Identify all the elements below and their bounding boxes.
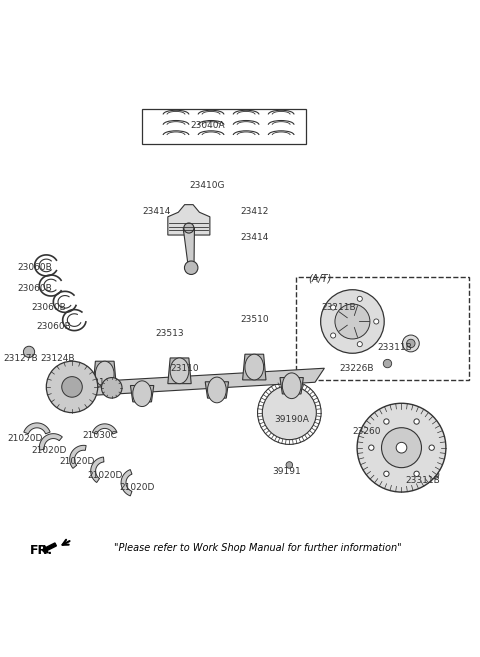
Text: 21020D: 21020D [87,471,122,480]
Polygon shape [280,378,303,394]
Ellipse shape [245,354,264,380]
Text: 21020D: 21020D [31,445,66,455]
Circle shape [429,445,434,450]
Circle shape [369,445,374,450]
Circle shape [101,378,122,398]
Text: 23124B: 23124B [41,354,75,363]
Circle shape [374,319,379,324]
Text: 23414: 23414 [240,233,268,242]
Circle shape [431,470,439,478]
Ellipse shape [183,229,194,234]
FancyArrow shape [43,543,56,553]
Polygon shape [205,382,228,398]
Circle shape [335,304,370,339]
Text: 21020D: 21020D [59,457,95,466]
Circle shape [402,335,419,352]
Polygon shape [93,424,117,434]
Ellipse shape [133,381,152,407]
Circle shape [414,471,419,476]
Polygon shape [24,423,50,434]
Polygon shape [93,361,117,387]
Circle shape [263,386,316,440]
Ellipse shape [170,358,189,384]
Text: 39190A: 39190A [274,415,309,424]
Text: 23211B: 23211B [321,303,356,312]
Circle shape [357,296,362,302]
Text: 23040A: 23040A [190,121,225,129]
Text: 23060B: 23060B [31,303,66,312]
Circle shape [414,419,419,424]
Circle shape [24,346,35,357]
Polygon shape [91,457,104,482]
Polygon shape [183,228,194,268]
Text: 23260: 23260 [352,427,381,436]
Polygon shape [168,204,210,235]
Circle shape [384,471,389,476]
Text: 23513: 23513 [156,328,184,338]
Circle shape [184,223,194,233]
Circle shape [331,305,336,310]
Text: 23060B: 23060B [36,322,71,330]
Text: "Please refer to Work Shop Manual for further information": "Please refer to Work Shop Manual for fu… [114,543,402,553]
Text: 21030C: 21030C [83,432,118,440]
Text: 23127B: 23127B [3,354,38,363]
Circle shape [286,462,293,468]
Text: 23510: 23510 [240,315,269,324]
Circle shape [331,333,336,338]
Text: 39191: 39191 [273,466,301,476]
Text: 23110: 23110 [170,364,199,373]
Circle shape [384,419,389,424]
Polygon shape [77,368,324,396]
Polygon shape [168,358,191,384]
Circle shape [184,261,198,275]
Circle shape [321,290,384,353]
Polygon shape [70,445,86,468]
Text: 23226B: 23226B [340,364,374,373]
Circle shape [383,359,392,368]
Ellipse shape [207,377,226,403]
Text: 21020D: 21020D [8,434,43,443]
Polygon shape [121,470,132,496]
Text: 23410G: 23410G [190,181,225,191]
Text: (A/T): (A/T) [308,273,331,284]
Text: 23414: 23414 [142,207,170,216]
FancyBboxPatch shape [296,277,469,380]
Circle shape [407,339,415,348]
Polygon shape [242,354,266,380]
Circle shape [396,442,407,453]
Polygon shape [39,434,62,450]
Circle shape [357,342,362,347]
Ellipse shape [282,373,301,399]
Polygon shape [131,386,154,402]
Text: 23060B: 23060B [17,284,52,293]
Text: 21020D: 21020D [120,483,155,492]
Circle shape [382,428,421,468]
Circle shape [46,361,98,413]
Text: 23311B: 23311B [377,343,412,351]
Text: 23131: 23131 [76,378,105,387]
Text: 23060B: 23060B [17,263,52,272]
Text: 23412: 23412 [240,207,268,216]
Text: FR.: FR. [30,544,53,557]
Circle shape [357,403,446,492]
FancyBboxPatch shape [142,109,306,144]
Ellipse shape [96,361,114,387]
Circle shape [62,376,82,397]
Text: 23311B: 23311B [405,476,440,485]
